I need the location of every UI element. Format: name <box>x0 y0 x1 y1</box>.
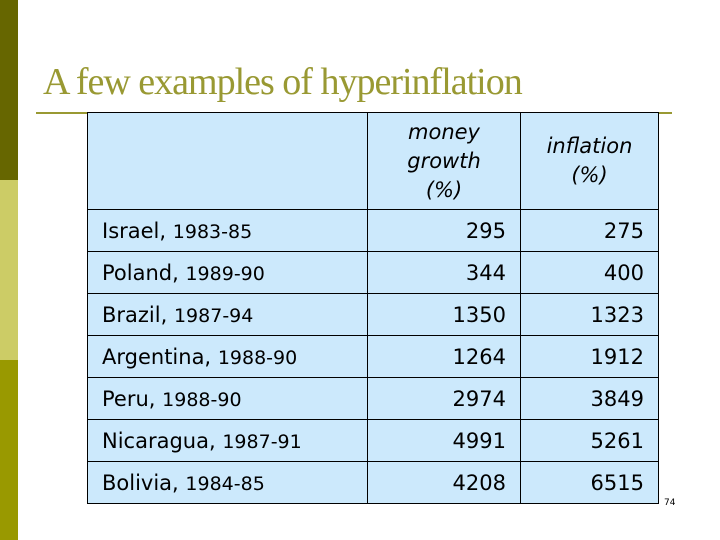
inflation-cell: 5261 <box>520 419 659 462</box>
country-cell: Bolivia, 1984-85 <box>87 461 368 504</box>
country-cell: Peru, 1988-90 <box>87 377 368 420</box>
table-row: Brazil, 1987-94 1350 1323 <box>87 293 659 336</box>
header-line: growth <box>407 148 481 173</box>
header-line: (%) <box>571 163 608 187</box>
header-inflation: inflation (%) <box>520 112 659 210</box>
money-growth-cell: 1264 <box>367 335 521 378</box>
years: 1987-94 <box>173 304 254 327</box>
years: 1988-90 <box>217 346 298 369</box>
inflation-cell: 400 <box>520 251 659 294</box>
country-name: Nicaragua, <box>102 428 216 453</box>
table-row: Peru, 1988-90 2974 3849 <box>87 377 659 420</box>
header-money-growth: money growth (%) <box>367 112 521 210</box>
money-growth-cell: 4208 <box>367 461 521 504</box>
country-cell: Nicaragua, 1987-91 <box>87 419 368 462</box>
country-name: Bolivia, <box>102 470 179 495</box>
inflation-cell: 1323 <box>520 293 659 336</box>
inflation-cell: 3849 <box>520 377 659 420</box>
slide-title: A few examples of hyperinflation <box>43 61 523 103</box>
money-growth-cell: 4991 <box>367 419 521 462</box>
header-line: (%) <box>425 177 463 202</box>
years: 1987-91 <box>222 430 302 453</box>
decor-bar-middle <box>0 180 18 360</box>
country-cell: Argentina, 1988-90 <box>87 335 368 378</box>
table-row: Nicaragua, 1987-91 4991 5261 <box>87 419 659 462</box>
table-row: Poland, 1989-90 344 400 <box>87 251 659 294</box>
years: 1984-85 <box>185 472 265 495</box>
inflation-cell: 1912 <box>520 335 659 378</box>
country-name: Peru, <box>102 386 156 411</box>
country-cell: Brazil, 1987-94 <box>87 293 368 336</box>
table-row: Israel, 1983-85 295 275 <box>87 209 659 252</box>
inflation-cell: 6515 <box>520 461 659 504</box>
years: 1989-90 <box>185 262 265 285</box>
header-row: money growth (%) inflation (%) <box>87 112 659 210</box>
years: 1988-90 <box>162 388 242 411</box>
money-growth-cell: 2974 <box>367 377 521 420</box>
header-empty <box>87 112 368 210</box>
country-name: Argentina, <box>102 344 212 369</box>
inflation-cell: 275 <box>520 209 659 252</box>
table-row: Argentina, 1988-90 1264 1912 <box>87 335 659 378</box>
money-growth-cell: 295 <box>367 209 521 252</box>
table-row: Bolivia, 1984-85 4208 6515 <box>87 461 659 504</box>
country-name: Brazil, <box>102 302 168 327</box>
money-growth-cell: 1350 <box>367 293 521 336</box>
country-name: Poland, <box>102 260 179 285</box>
country-cell: Poland, 1989-90 <box>87 251 368 294</box>
hyperinflation-table: money growth (%) inflation (%) Israel, 1… <box>87 112 659 504</box>
header-line: money <box>408 119 480 144</box>
country-cell: Israel, 1983-85 <box>87 209 368 252</box>
page-number: 74 <box>664 498 676 508</box>
country-name: Israel, <box>102 218 167 243</box>
decor-bar-top <box>0 0 18 180</box>
money-growth-cell: 344 <box>367 251 521 294</box>
decor-bar-bottom <box>0 360 18 540</box>
header-line: inflation <box>546 134 633 158</box>
years: 1983-85 <box>172 220 253 243</box>
